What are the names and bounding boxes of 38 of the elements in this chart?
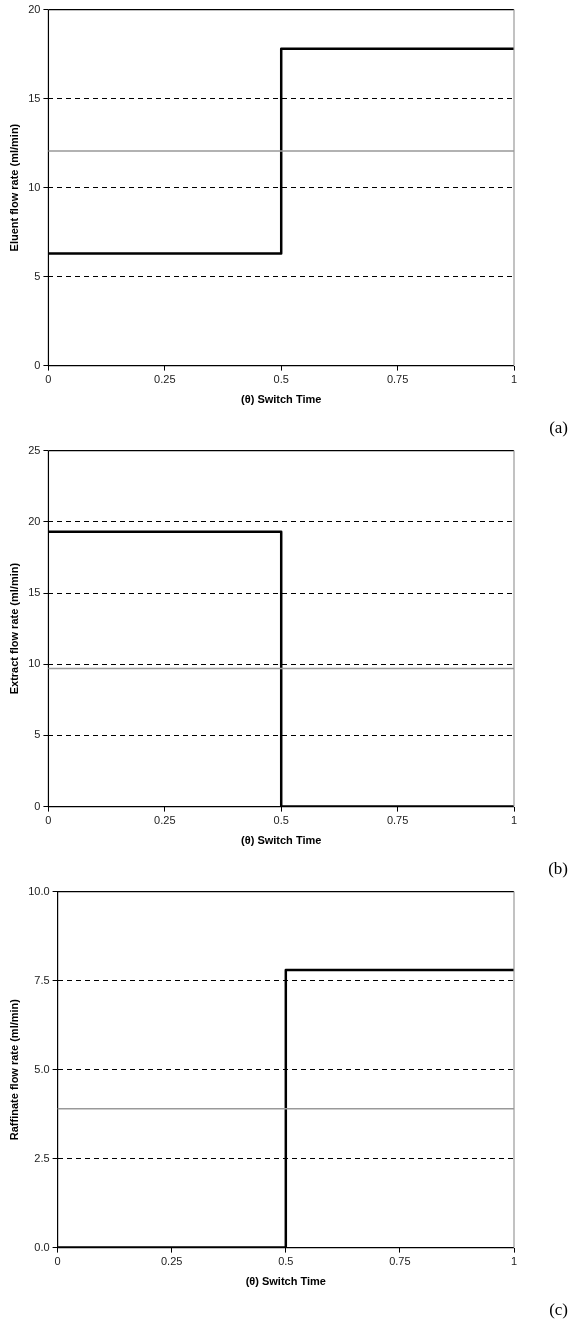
y-axis-title: Extract flow rate (ml/min) <box>7 562 20 695</box>
y-tick-label: 20 <box>28 2 41 15</box>
x-tick-label: 0.25 <box>161 1255 183 1268</box>
x-axis-title: (θ) Switch Time <box>245 1275 326 1288</box>
x-tick-label: 0.5 <box>273 373 289 386</box>
y-tick-label: 25 <box>28 443 41 456</box>
x-axis-title: (θ) Switch Time <box>241 393 322 406</box>
y-tick-label: 20 <box>28 514 41 527</box>
x-tick-label: 0 <box>54 1255 61 1268</box>
y-tick-label: 5 <box>34 728 41 741</box>
x-axis-title: (θ) Switch Time <box>241 834 322 847</box>
x-tick-label: 0.25 <box>154 814 176 827</box>
text: (c) <box>549 1300 568 1319</box>
y-tick-label: 0 <box>34 358 41 371</box>
y-tick-label: 10 <box>28 657 41 670</box>
y-axis-title: Raffinate flow rate (ml/min) <box>7 998 20 1141</box>
text: (b) <box>548 859 568 878</box>
y-tick-label: 5.0 <box>34 1062 50 1075</box>
y-tick-label: 5 <box>34 269 41 282</box>
x-tick-label: 1 <box>510 373 518 386</box>
x-tick-label: 0.5 <box>278 1255 294 1268</box>
y-tick-label: 0.0 <box>34 1240 50 1253</box>
x-tick-label: 0.25 <box>154 373 176 386</box>
y-tick-label: 2.5 <box>34 1151 50 1164</box>
x-tick-label: 1 <box>510 1255 518 1268</box>
x-tick-label: 1 <box>510 814 518 827</box>
y-tick-label: 10.0 <box>28 884 50 897</box>
x-tick-label: 0.75 <box>389 1255 411 1268</box>
text: (a) <box>549 418 568 437</box>
x-tick-label: 0.75 <box>386 814 409 827</box>
y-tick-label: 7.5 <box>34 973 50 986</box>
x-tick-label: 0.5 <box>273 814 289 827</box>
y-tick-label: 15 <box>28 586 41 599</box>
x-tick-label: 0.75 <box>386 373 409 386</box>
y-tick-label: 0 <box>34 799 41 812</box>
y-axis-title: Eluent flow rate (ml/min) <box>7 123 20 252</box>
y-tick-label: 15 <box>28 91 41 104</box>
y-tick-label: 10 <box>28 180 41 193</box>
